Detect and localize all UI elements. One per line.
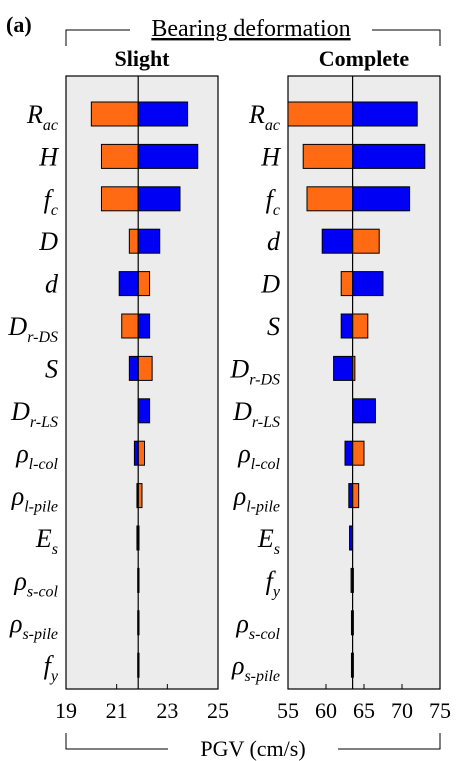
bar-left-5-high <box>137 313 151 339</box>
param-label-left-6: S <box>45 354 58 383</box>
param-label-right-0: Rac <box>248 100 280 134</box>
bar-left-5-low <box>121 313 139 339</box>
param-label-left-7: Dr-LS <box>10 397 58 431</box>
param-label-right-5: S <box>267 312 280 341</box>
bar-right-5-high <box>352 313 369 339</box>
x-tick-label-left-3: 25 <box>207 698 229 723</box>
x-tick-label-left-0: 19 <box>55 698 77 723</box>
bar-right-4-high <box>352 271 384 297</box>
bar-right-2-low <box>306 186 354 212</box>
param-label-left-1: H <box>38 142 59 171</box>
param-label-right-1: H <box>260 142 281 171</box>
bar-left-4-high <box>137 271 151 297</box>
param-label-left-8: ρl-col <box>15 439 58 473</box>
param-label-right-12: ρs-col <box>235 609 280 643</box>
bar-right-6-low <box>333 355 354 381</box>
bar-left-8-high <box>137 440 146 466</box>
bar-right-5-low <box>340 313 354 339</box>
param-label-right-8: ρl-col <box>237 439 280 473</box>
bar-left-6-low <box>128 355 139 381</box>
x-tick-label-left-2: 23 <box>156 698 178 723</box>
bar-right-0-low <box>287 101 354 127</box>
param-label-left-5: Dr-DS <box>7 312 58 346</box>
bar-right-9-high <box>352 483 360 509</box>
param-label-right-4: D <box>260 270 280 299</box>
param-label-left-11: ρs-col <box>13 566 58 600</box>
param-label-left-10: Es <box>35 524 58 558</box>
bar-right-8-high <box>352 440 365 466</box>
param-label-left-12: ρs-pile <box>9 609 58 643</box>
bar-left-7-high <box>137 398 151 424</box>
bar-left-2-high <box>137 186 181 212</box>
panel-left-title: Slight <box>114 46 170 71</box>
panel-left-plot-area <box>65 75 219 690</box>
panel-right-plot-area <box>287 75 441 690</box>
param-label-right-9: ρl-pile <box>233 482 280 516</box>
x-tick-label-right-2: 65 <box>353 698 375 723</box>
x-tick-label-right-4: 75 <box>429 698 451 723</box>
param-label-right-10: Es <box>257 524 280 558</box>
x-axis-title: PGV (cm/s) <box>200 736 305 761</box>
bar-right-7-high <box>352 398 376 424</box>
param-label-right-2: fc <box>266 185 280 219</box>
param-label-left-0: Rac <box>26 100 58 134</box>
x-tick-label-right-1: 60 <box>315 698 337 723</box>
param-label-left-3: D <box>38 227 58 256</box>
figure-title: Bearing deformation <box>151 16 350 42</box>
param-label-left-4: d <box>45 270 59 299</box>
bar-left-2-low <box>100 186 139 212</box>
bar-left-3-low <box>128 228 139 254</box>
panel-left: Rac Hfc Dd Dr-DS S Dr-LS ρl-col ρl-pile Es ρs-col… <box>7 76 229 723</box>
bar-right-0-high <box>352 101 418 127</box>
bar-left-6-high <box>137 355 153 381</box>
bar-right-3-high <box>352 228 380 254</box>
title-bracket <box>65 29 441 46</box>
xlabel-bracket <box>65 733 441 750</box>
param-label-left-13: fy <box>44 651 59 685</box>
x-tick-label-right-3: 70 <box>391 698 413 723</box>
param-label-right-6: Dr-DS <box>229 354 280 388</box>
bar-left-3-high <box>137 228 161 254</box>
param-label-left-9: ρl-pile <box>11 482 58 516</box>
bar-right-1-low <box>302 143 354 169</box>
bar-right-4-low <box>340 271 354 297</box>
param-label-right-13: ρs-pile <box>231 651 280 685</box>
bar-right-3-low <box>321 228 354 254</box>
param-label-right-3: d <box>267 227 281 256</box>
param-label-right-7: Dr-LS <box>232 397 280 431</box>
x-tick-label-left-1: 21 <box>106 698 128 723</box>
bar-right-2-high <box>352 186 411 212</box>
bar-left-4-low <box>118 271 139 297</box>
param-label-left-2: fc <box>44 185 58 219</box>
bar-right-1-high <box>352 143 426 169</box>
bar-left-1-high <box>137 143 199 169</box>
bar-right-8-low <box>344 440 354 466</box>
panel-right-title: Complete <box>319 46 410 71</box>
bar-left-0-high <box>137 101 189 127</box>
bar-left-0-low <box>90 101 139 127</box>
panel-right: Rac Hfc dDS Dr-DS Dr-LS ρl-col ρl-pile Es fy ρs-c… <box>229 76 451 723</box>
panel-label: (a) <box>6 12 32 37</box>
bar-left-1-low <box>100 143 139 169</box>
x-tick-label-right-0: 55 <box>277 698 299 723</box>
param-label-right-11: fy <box>266 566 281 600</box>
